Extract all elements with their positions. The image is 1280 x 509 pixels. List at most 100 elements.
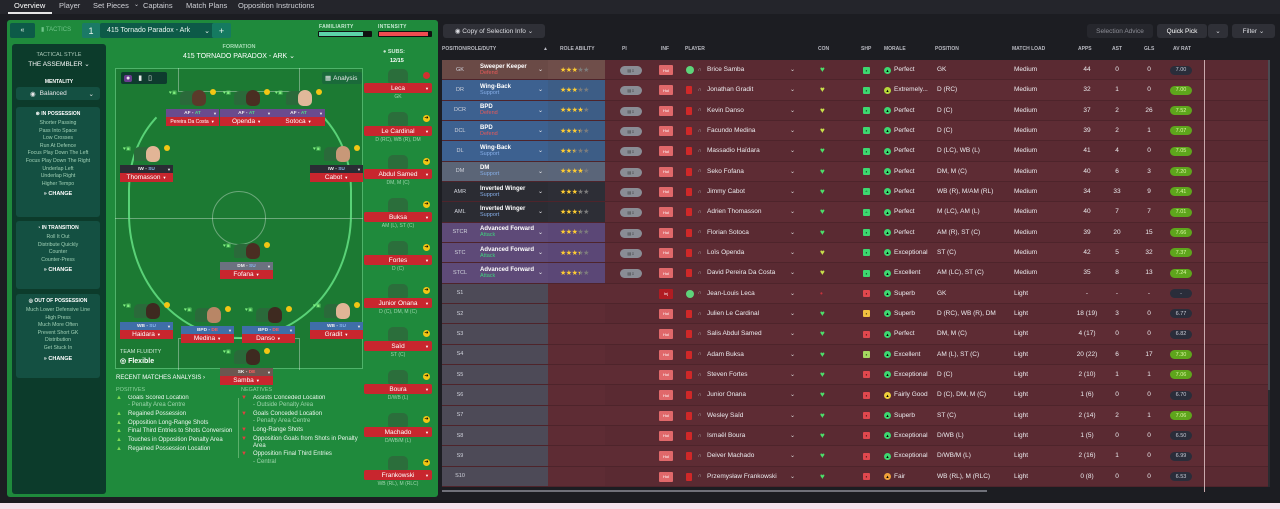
influence-badge[interactable]: Hol xyxy=(659,410,673,421)
sub-name[interactable]: Leca ▼ xyxy=(364,83,432,93)
role-duty-selector[interactable]: Advanced Forward Attack ⌄ xyxy=(478,263,548,283)
player-swap-icon[interactable] xyxy=(354,145,360,151)
tab-match-plans[interactable]: Match Plans xyxy=(186,1,228,10)
role-duty-selector[interactable] xyxy=(478,303,548,324)
sub-player[interactable]: ➜ Machado ▼ D/WB/M (L) xyxy=(364,413,432,444)
player-chevron-icon[interactable]: ⌄ xyxy=(790,107,796,114)
swap-icon[interactable]: ➜ xyxy=(423,373,430,380)
swap-icon[interactable]: ➜ xyxy=(423,201,430,208)
influence-badge[interactable]: Hol xyxy=(659,268,673,279)
player-role[interactable]: DM - SU ▼ xyxy=(220,262,273,270)
player-name[interactable]: Adrien Thomasson xyxy=(707,208,762,216)
influence-badge[interactable]: Hol xyxy=(659,146,673,157)
table-row[interactable]: S9 Hol ∩ Deiver Machado ⌄ ♥ ▪ ▲ Exceptional D/WB/… xyxy=(442,446,1268,467)
player-name[interactable]: Florian Sotoca xyxy=(707,228,749,236)
column-header[interactable]: MORALE xyxy=(884,46,906,52)
player-role[interactable]: BPD - DE ▼ xyxy=(181,326,234,334)
influence-badge[interactable]: Hol xyxy=(659,390,673,401)
table-row[interactable]: STCR Advanced Forward Attack ⌄ ★ ★ ★ ★ ★ ▤⇩ Hol ∩ Fl… xyxy=(442,222,1268,243)
player-swap-icon[interactable] xyxy=(225,306,231,312)
player-chevron-icon[interactable]: ⌄ xyxy=(790,351,796,358)
role-duty-selector[interactable]: BPD Defend ⌄ xyxy=(478,120,548,141)
influence-badge[interactable]: Hol xyxy=(659,207,673,218)
player-chevron-icon[interactable]: ⌄ xyxy=(790,87,796,94)
player-name[interactable]: Steven Fortes xyxy=(707,371,748,379)
player-swap-icon[interactable] xyxy=(264,242,270,248)
column-header[interactable]: SHP xyxy=(861,46,872,52)
player-name[interactable]: Openda ▼ xyxy=(220,117,273,126)
influence-badge[interactable]: Hol xyxy=(659,349,673,360)
stats-view-icon[interactable]: ▮ xyxy=(138,75,143,82)
influence-badge[interactable]: Hol xyxy=(659,329,673,340)
player-name[interactable]: Cabot ▼ xyxy=(310,173,363,182)
positive-item[interactable]: ▲ Goals Scored Location - Penalty Area Cen… xyxy=(116,395,234,409)
table-row[interactable]: S1 Inj ∩ Jean-Louis Leca ⌄ • ▪ ▲ Superb GK Light - -… xyxy=(442,283,1268,304)
player-name[interactable]: Ismaël Boura xyxy=(707,432,746,440)
pitch-player-card[interactable]: SK - DE ▼ Samba ▼ xyxy=(220,368,273,385)
chevron-down-icon[interactable]: ⌄ xyxy=(537,87,543,94)
column-resize-handle[interactable] xyxy=(1204,60,1205,492)
player-chevron-icon[interactable]: ⌄ xyxy=(790,250,796,257)
influence-badge[interactable]: Hol xyxy=(659,105,673,116)
player-name[interactable]: Wesley Saïd xyxy=(707,411,744,419)
role-duty-selector[interactable] xyxy=(478,466,548,486)
column-header[interactable]: AV RAT xyxy=(1173,46,1191,52)
tab-opposition-instructions[interactable]: Opposition Instructions xyxy=(238,1,315,10)
table-row[interactable]: AMR Inverted Winger Support ⌄ ★ ★ ★ ★ ★ ▤⇩ Hol ∩ Jim… xyxy=(442,181,1268,203)
role-duty-selector[interactable]: Inverted Winger Support ⌄ xyxy=(478,202,548,222)
role-duty-selector[interactable] xyxy=(478,405,548,425)
role-duty-selector[interactable]: Advanced Forward Attack ⌄ xyxy=(478,242,548,263)
player-instructions-icon[interactable]: ▤⇩ xyxy=(620,187,642,197)
player-name[interactable]: Samba ▼ xyxy=(220,376,273,385)
player-name[interactable]: Julien Le Cardinal xyxy=(707,310,760,318)
player-chevron-icon[interactable]: ⌄ xyxy=(790,392,796,399)
sub-name[interactable]: Abdul Samed ▼ xyxy=(364,169,432,179)
player-instructions-icon[interactable]: ▤⇩ xyxy=(620,248,642,258)
swap-icon[interactable]: ➜ xyxy=(423,287,430,294)
positive-item[interactable]: ▲ Regained Possession Location xyxy=(116,446,234,453)
table-row[interactable]: S8 Hol ∩ Ismaël Boura ⌄ ♥ ▪ ▲ Exceptional D/WB (L… xyxy=(442,425,1268,447)
player-instructions-icon[interactable]: ▤⇩ xyxy=(620,147,642,157)
player-instructions-icon[interactable]: ▤⇩ xyxy=(620,86,642,96)
player-name[interactable]: Salis Abdul Samed xyxy=(707,330,762,338)
player-instructions-icon[interactable]: ▤⇩ xyxy=(620,167,642,177)
column-header[interactable]: POSITION/ROLE/DUTY xyxy=(442,46,497,52)
sub-player[interactable]: ➜ Buksa ▼ AM (L), ST (C) xyxy=(364,198,432,229)
recent-matches-analysis-link[interactable]: RECENT MATCHES ANALYSIS › xyxy=(116,375,206,381)
player-name[interactable]: Seko Fofana xyxy=(707,167,744,175)
table-row[interactable]: GK Sweeper Keeper Defend ⌄ ★ ★ ★ ★ ★ ▤⇩ Hol ∩ Brice … xyxy=(442,60,1268,81)
player-role[interactable]: AF - AT ▼ xyxy=(272,109,325,117)
pitch-player-card[interactable]: WB - SU ▼ Gradit ▼ xyxy=(310,322,363,339)
pitch-view-icon[interactable]: ▯ xyxy=(148,75,152,82)
role-duty-selector[interactable]: BPD Defend ⌄ xyxy=(478,100,548,120)
column-header[interactable]: POSITION xyxy=(935,46,959,52)
quick-pick-chevron-icon[interactable]: ⌄ xyxy=(1208,24,1228,38)
influence-badge[interactable]: Hol xyxy=(659,308,673,319)
column-header[interactable]: APPS xyxy=(1078,46,1092,52)
influence-badge[interactable]: Hol xyxy=(659,85,673,96)
positive-item[interactable]: ▲ Regained Possession xyxy=(116,411,234,418)
table-row[interactable]: DL Wing-Back Support ⌄ ★ ★ ★ ★ ★ ▤⇩ Hol ∩ Massadio H… xyxy=(442,141,1268,162)
swap-icon[interactable]: ➜ xyxy=(423,158,430,165)
player-instructions-icon[interactable]: ▤⇩ xyxy=(620,208,642,218)
player-role[interactable]: IW - SU ▼ xyxy=(120,165,173,173)
player-chevron-icon[interactable]: ⌄ xyxy=(790,290,796,297)
player-chevron-icon[interactable]: ⌄ xyxy=(790,331,796,338)
influence-badge[interactable]: Hol xyxy=(659,125,673,136)
column-header[interactable]: INF xyxy=(661,46,670,52)
pitch-player-card[interactable]: AF - AT ▼ Openda ▼ xyxy=(220,109,273,126)
table-row[interactable]: S4 Hol ∩ Adam Buksa ⌄ ♥ ▪ ▲ Excellent AM (L), ST … xyxy=(442,344,1268,365)
player-role[interactable]: WB - SU ▼ xyxy=(120,322,173,330)
sub-name[interactable]: Machado ▼ xyxy=(364,427,432,437)
sub-name[interactable]: Fortes ▼ xyxy=(364,255,432,265)
player-chevron-icon[interactable]: ⌄ xyxy=(790,372,796,379)
chevron-down-icon[interactable]: ⌄ xyxy=(537,168,543,175)
player-chevron-icon[interactable]: ⌄ xyxy=(790,433,796,440)
role-duty-selector[interactable]: Wing-Back Support ⌄ xyxy=(478,141,548,161)
sub-player[interactable]: ➜ Saïd ▼ ST (C) xyxy=(364,327,432,358)
sub-player[interactable]: ➜ Abdul Samed ▼ DM, M (C) xyxy=(364,155,432,186)
player-name[interactable]: Junior Onana xyxy=(707,391,747,399)
analysis-button[interactable]: ▦ Analysis xyxy=(322,72,362,84)
role-duty-selector[interactable]: Wing-Back Support ⌄ xyxy=(478,80,548,100)
player-name[interactable]: Deiver Machado xyxy=(707,452,755,460)
